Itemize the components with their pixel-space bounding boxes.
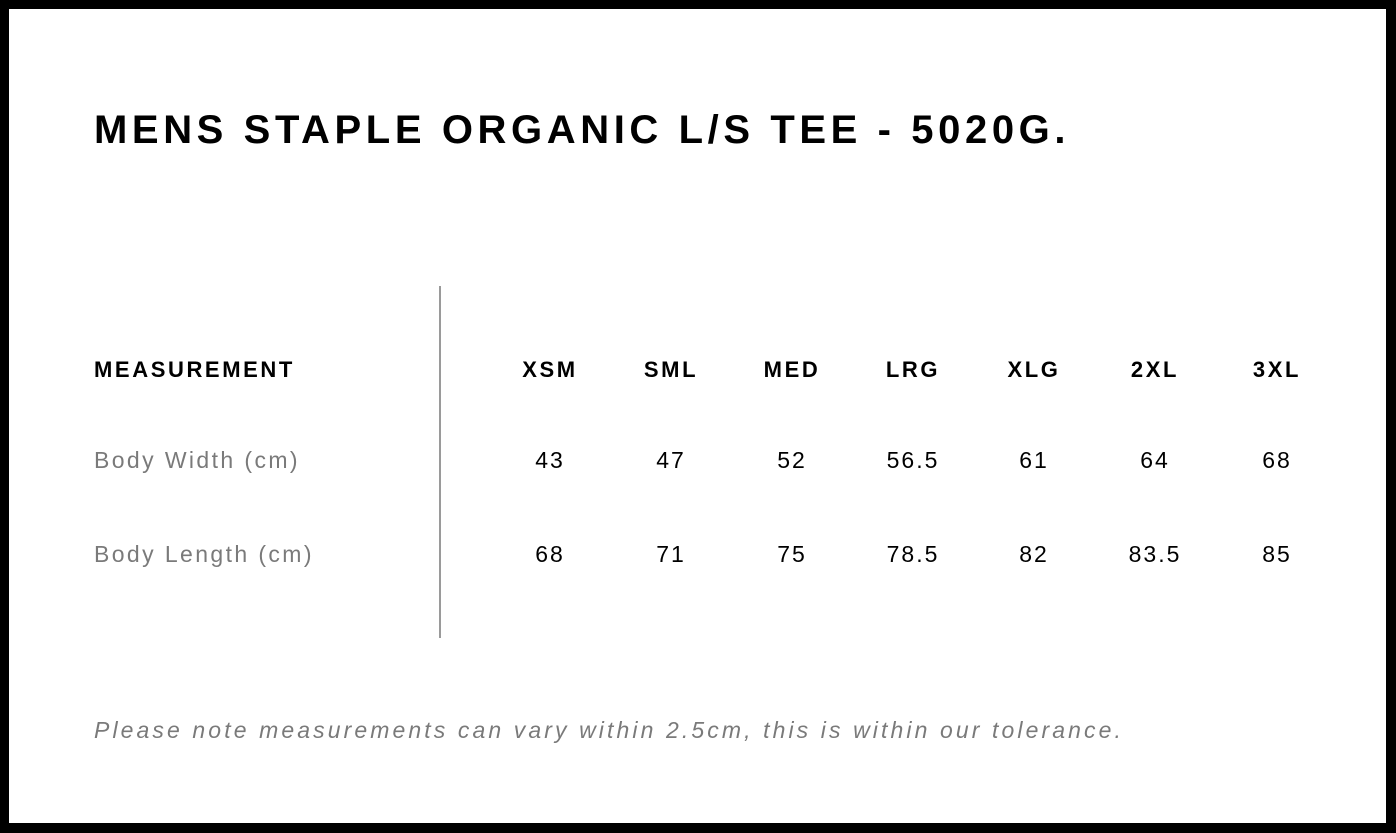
table-cell: 68 [1262,447,1292,473]
table-cell: 61 [1019,447,1049,473]
tolerance-note: Please note measurements can vary within… [94,717,1125,743]
table-cell: 56.5 [886,447,940,473]
size-header-3xl: 3XL [1252,357,1302,382]
table-cell: 71 [656,541,686,567]
size-header-xlg: XLG [1007,357,1061,382]
table-cell: 64 [1140,447,1170,473]
measurement-header: MEASUREMENT [94,357,295,382]
size-header-2xl: 2XL [1130,357,1180,382]
table-cell: 43 [535,447,565,473]
row-label-body-length: Body Length (cm) [94,541,314,567]
row-label-body-width: Body Width (cm) [94,447,300,473]
size-header-lrg: LRG [885,357,941,382]
table-cell: 68 [535,541,565,567]
table-cell: 83.5 [1128,541,1182,567]
table-cell: 75 [777,541,807,567]
page-title: MENS STAPLE ORGANIC L/S TEE - 5020G. [94,108,1071,152]
size-header-sml: SML [643,357,699,382]
table-cell: 82 [1019,541,1049,567]
table-cell: 52 [777,447,807,473]
size-chart-card: MENS STAPLE ORGANIC L/S TEE - 5020G. MEA… [9,9,1386,823]
table-cell: 85 [1262,541,1292,567]
size-header-med: MED [763,357,821,382]
table-cell: 78.5 [886,541,940,567]
table-cell: 47 [656,447,686,473]
column-divider [439,286,441,638]
size-header-xsm: XSM [522,357,578,382]
